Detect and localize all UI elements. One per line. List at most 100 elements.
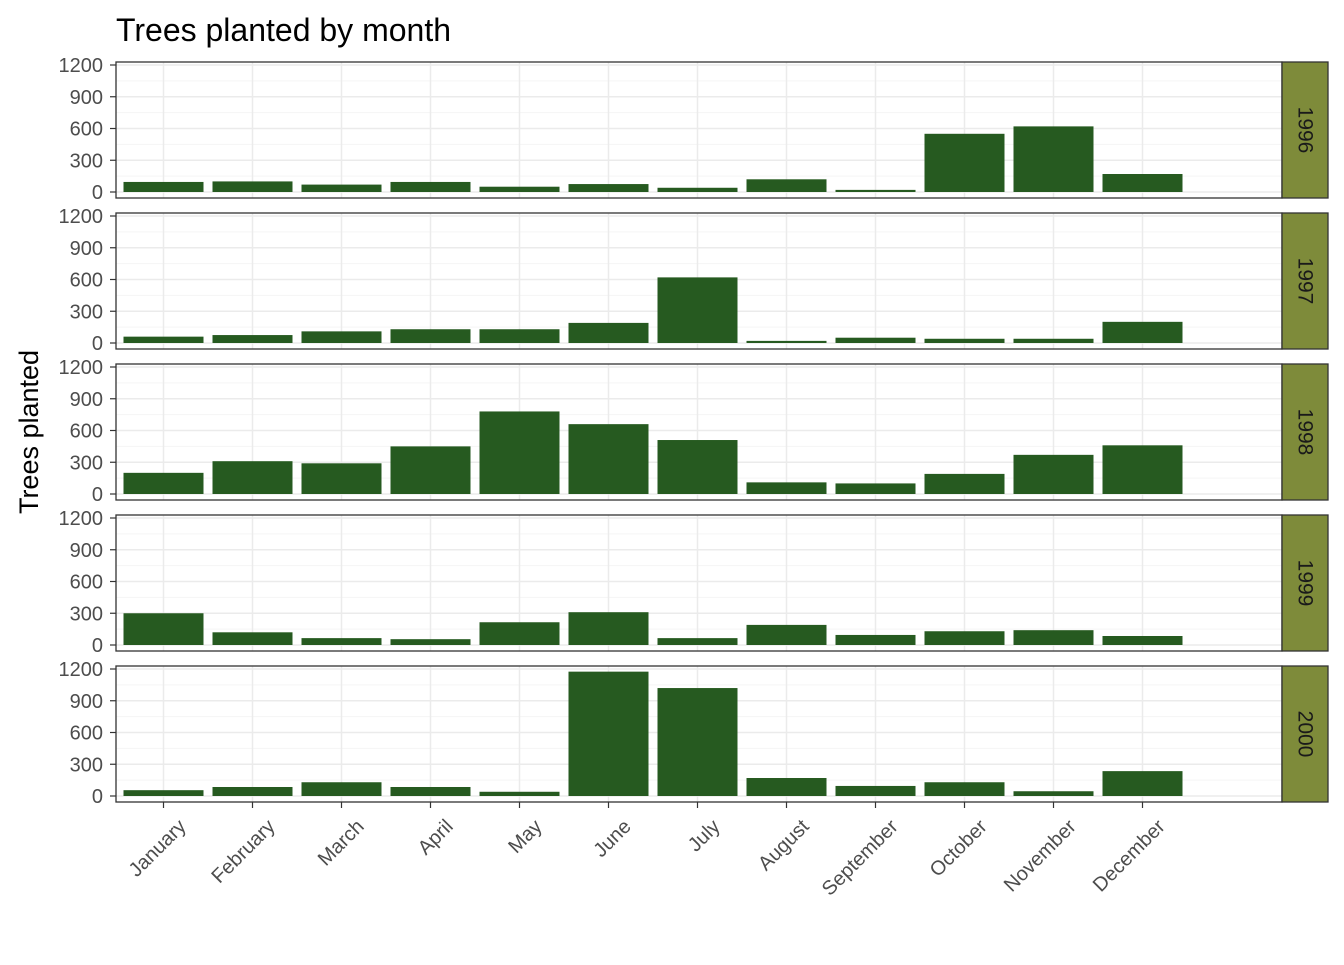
x-tick-label-august: August (754, 815, 814, 875)
bar-1999-november (1013, 630, 1094, 645)
bar-1996-march (301, 184, 382, 192)
facet-panel-2000: 0 300 600 900 1200 2000 (59, 659, 1329, 808)
bar-1996-september (835, 189, 916, 192)
bar-2000-august (746, 778, 827, 796)
bar-1997-october (924, 338, 1005, 343)
bar-1996-november (1013, 126, 1094, 192)
facet-strip-label: 2000 (1294, 711, 1317, 758)
bar-1996-august (746, 179, 827, 192)
bar-1997-may (479, 329, 560, 343)
bar-1996-february (212, 181, 293, 192)
bar-1997-march (301, 331, 382, 343)
bar-1998-june (568, 424, 649, 494)
x-axis: January February March April May June July Augu… (125, 802, 1170, 900)
y-axis-title: Trees planted (14, 350, 44, 514)
facet-panel-1997: 0 300 600 900 1200 1997 (59, 206, 1329, 355)
bar-1999-february (212, 632, 293, 645)
bar-2000-march (301, 782, 382, 796)
bar-2000-july (657, 688, 738, 796)
facet-panel-1996: 0 300 600 900 1200 1996 (59, 55, 1329, 204)
bar-1997-april (390, 329, 471, 343)
bar-1998-april (390, 446, 471, 494)
bar-1997-february (212, 335, 293, 343)
bar-1997-september (835, 337, 916, 343)
y-tick-label: 900 (70, 389, 103, 411)
bar-1999-december (1102, 636, 1183, 645)
y-tick-label: 1200 (59, 55, 104, 77)
y-tick-label: 0 (92, 635, 103, 657)
y-tick-label: 0 (92, 333, 103, 355)
x-tick-label-june: June (589, 816, 635, 862)
facet-strip (1281, 61, 1329, 199)
y-tick-label: 1200 (59, 508, 104, 530)
y-tick-label: 600 (70, 421, 103, 443)
y-tick-label: 600 (70, 119, 103, 141)
bar-1996-june (568, 184, 649, 192)
y-tick-label: 300 (70, 603, 103, 625)
facet-panel-1998: 0 300 600 900 1200 1998 (59, 357, 1329, 506)
bar-1998-may (479, 411, 560, 494)
x-tick-label-february: February (208, 816, 280, 888)
bar-1998-august (746, 482, 827, 494)
bar-1996-april (390, 181, 471, 192)
facet-strip (1281, 514, 1329, 652)
y-tick-label: 1200 (59, 357, 104, 379)
bar-1998-march (301, 463, 382, 494)
bar-1998-november (1013, 454, 1094, 494)
bar-1999-may (479, 622, 560, 645)
bar-1999-august (746, 624, 827, 645)
bar-2000-october (924, 782, 1005, 796)
bar-1998-july (657, 440, 738, 494)
bar-1998-september (835, 483, 916, 494)
bar-1997-july (657, 277, 738, 343)
y-tick-label: 0 (92, 484, 103, 506)
bar-1997-january (123, 336, 204, 343)
bar-1996-january (123, 181, 204, 192)
bar-1996-october (924, 133, 1005, 192)
x-tick-label-january: January (125, 816, 191, 882)
facet-strip (1281, 212, 1329, 350)
bar-1999-april (390, 639, 471, 645)
bar-1997-june (568, 322, 649, 343)
bar-1999-january (123, 613, 204, 645)
y-tick-label: 900 (70, 238, 103, 260)
y-tick-label: 600 (70, 572, 103, 594)
bar-1998-february (212, 461, 293, 494)
bar-1999-october (924, 631, 1005, 645)
x-tick-label-july: July (684, 816, 725, 857)
bar-2000-november (1013, 791, 1094, 796)
bar-1997-august (746, 340, 827, 343)
facet-strip-label: 1996 (1294, 107, 1317, 154)
facet-strip-label: 1999 (1294, 560, 1317, 607)
bar-1996-may (479, 186, 560, 192)
bar-1999-july (657, 638, 738, 645)
bar-1996-december (1102, 174, 1183, 192)
bar-1998-october (924, 473, 1005, 494)
facet-panel-1999: 0 300 600 900 1200 1999 (59, 508, 1329, 657)
facet-strip (1281, 665, 1329, 803)
y-tick-label: 1200 (59, 659, 104, 681)
bar-1997-december (1102, 321, 1183, 343)
y-tick-label: 300 (70, 301, 103, 323)
bar-2000-april (390, 787, 471, 796)
bar-2000-september (835, 785, 916, 796)
y-tick-label: 300 (70, 754, 103, 776)
panel-background (116, 515, 1282, 651)
facet-strip (1281, 363, 1329, 501)
y-tick-label: 300 (70, 452, 103, 474)
facet-panels: 0 300 600 900 1200 1996 0 300 600 900 1200 1997 0 300… (59, 55, 1329, 808)
y-tick-label: 300 (70, 150, 103, 172)
bar-1998-january (123, 472, 204, 494)
bar-2000-may (479, 791, 560, 796)
x-tick-label-october: October (926, 815, 992, 881)
facet-strip-label: 1998 (1294, 409, 1317, 456)
x-tick-label-september: September (818, 815, 903, 900)
bar-1998-december (1102, 445, 1183, 494)
y-tick-label: 0 (92, 786, 103, 808)
x-tick-label-march: March (314, 816, 369, 871)
x-tick-label-november: November (1000, 815, 1081, 896)
y-tick-label: 0 (92, 182, 103, 204)
y-tick-label: 900 (70, 87, 103, 109)
